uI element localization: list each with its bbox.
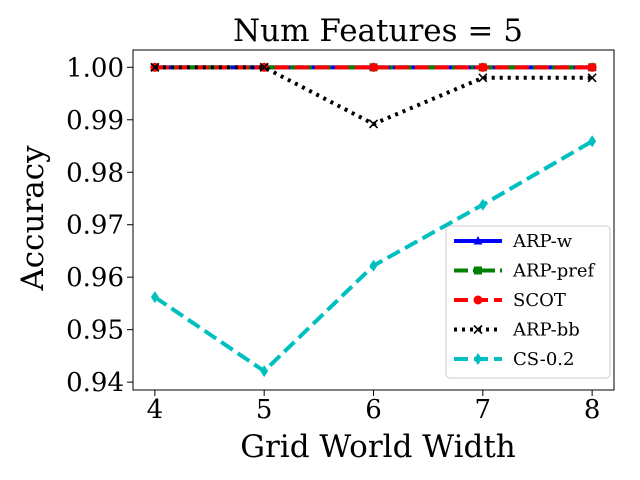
x-tick-label: 5 [256,395,273,425]
legend-label: ARP-pref [512,261,596,282]
y-axis-label: Accuracy [15,145,51,292]
legend-label: SCOT [513,290,566,311]
chart-title: Num Features = 5 [233,13,523,49]
data-point [478,63,487,72]
x-tick-label: 8 [584,395,601,425]
y-tick-label: 0.96 [66,263,124,293]
x-tick-label: 4 [147,395,164,425]
legend-label: CS-0.2 [513,349,574,370]
legend-label: ARP-w [512,231,573,252]
legend-marker [474,296,483,305]
y-tick-label: 0.97 [66,211,124,241]
x-axis-label: Grid World Width [240,429,516,465]
y-tick-label: 0.99 [66,106,124,136]
y-tick-label: 1.00 [66,53,124,83]
x-tick-label: 6 [365,395,382,425]
x-tick-label: 7 [475,395,492,425]
y-tick-label: 0.98 [66,158,124,188]
y-tick-label: 0.95 [66,316,124,346]
legend: ARP-w ARP-pref SCOT ARP-bb CS-0.2 [446,226,610,378]
y-tick-label: 0.94 [66,368,124,398]
legend-label: ARP-bb [512,320,580,341]
legend-marker [474,267,482,275]
data-point [588,63,597,72]
data-point [369,63,378,72]
